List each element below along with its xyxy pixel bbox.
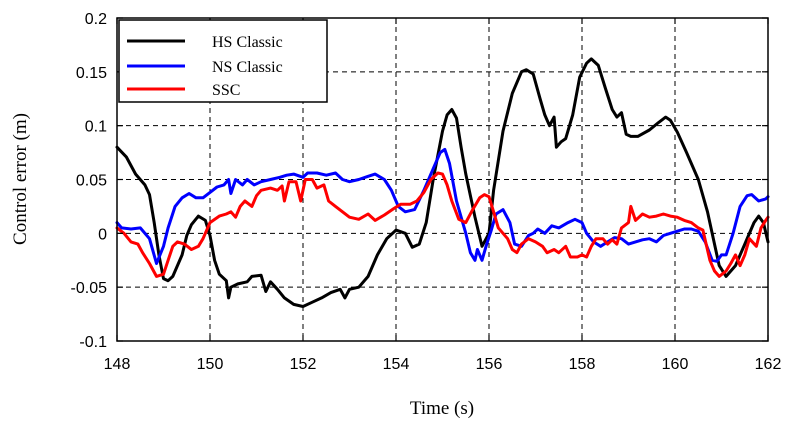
y-tick-label: 0.1: [85, 119, 107, 136]
series-line-hs-classic: [115, 57, 770, 308]
y-tick-labels: -0.1 -0.05 0 0.05 0.1 0.15 0.2: [71, 11, 108, 351]
y-tick-label: 0.15: [76, 65, 107, 82]
legend: HS Classic NS Classic SSC: [118, 19, 328, 103]
y-tick-label: 0.05: [76, 173, 107, 190]
x-tick-label: 154: [383, 356, 410, 373]
series-line-ssc: [115, 171, 770, 278]
x-tick-labels: 148 150 152 154 156 158 160 162: [104, 356, 782, 373]
x-tick-label: 156: [476, 356, 503, 373]
x-tick-label: 160: [662, 356, 689, 373]
y-tick-label: -0.1: [79, 334, 107, 351]
x-tick-label: 162: [755, 356, 782, 373]
x-tick-label: 158: [569, 356, 596, 373]
series-lines: [115, 57, 770, 308]
x-tick-label: 152: [290, 356, 317, 373]
y-axis-label: Control error (m): [10, 113, 31, 245]
x-tick-label: 148: [104, 356, 131, 373]
y-tick-label: 0.2: [85, 11, 107, 28]
legend-label-ns-classic: NS Classic: [212, 59, 283, 76]
legend-label-hs-classic: HS Classic: [212, 34, 283, 51]
y-tick-label: 0: [98, 226, 107, 243]
legend-label-ssc: SSC: [212, 82, 240, 99]
series-line-ns-classic: [115, 147, 770, 265]
x-tick-label: 150: [197, 356, 224, 373]
x-axis-label: Time (s): [410, 398, 474, 419]
y-tick-label: -0.05: [71, 280, 108, 297]
